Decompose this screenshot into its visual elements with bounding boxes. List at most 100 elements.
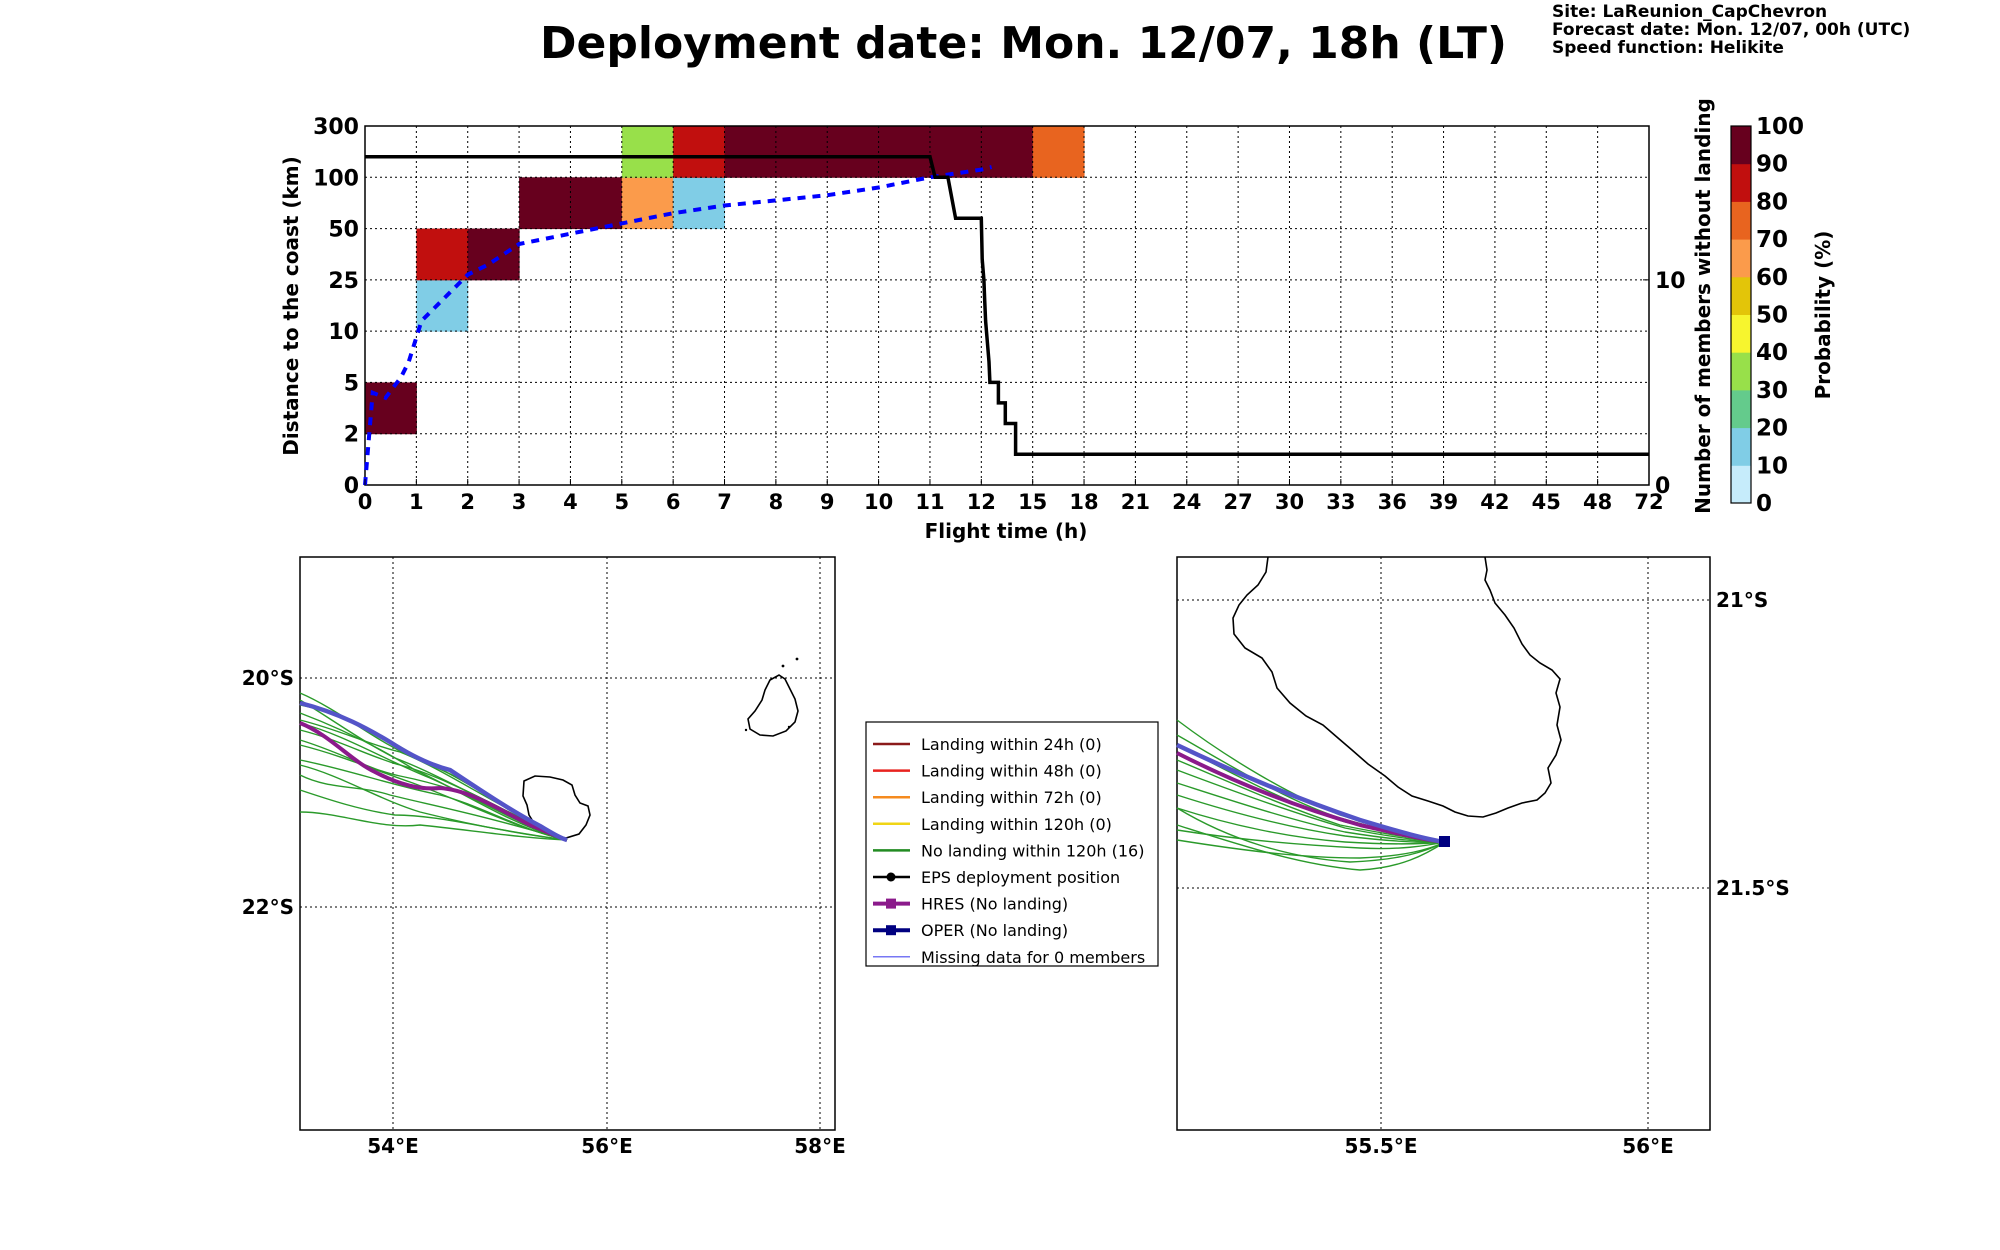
- colorbar-swatch: [1731, 201, 1751, 240]
- legend-label: Landing within 120h (0): [921, 815, 1112, 834]
- legend-label: Landing within 48h (0): [921, 762, 1102, 781]
- x-tick-label: 72: [1634, 490, 1663, 514]
- y2-tick-label: 0: [1655, 474, 1670, 499]
- heatmap-cell: [570, 177, 623, 230]
- y-tick-label: 2: [344, 423, 359, 448]
- colorbar-swatch: [1731, 163, 1751, 202]
- legend-marker: [886, 898, 896, 909]
- reunion-coast-outline: [1232, 556, 1562, 818]
- x-tick-label: 36: [1378, 490, 1407, 514]
- heatmap-cell: [673, 177, 726, 230]
- y-tick-label: 5: [344, 371, 359, 396]
- legend-label: Missing data for 0 members: [921, 948, 1145, 967]
- heatmap-cell: [1032, 126, 1085, 178]
- x-tick-label: 48: [1583, 490, 1612, 514]
- forecast-date-label: Forecast date: Mon. 12/07, 00h (UTC): [1552, 20, 1911, 40]
- probability-chart: 0 1 2 3 4 5 6 7 8 9 10 11 12 15 18 21 24 27 30 33 36 39 42 45 48…: [279, 98, 1715, 543]
- colorbar-tick-label: 70: [1756, 227, 1788, 253]
- y-tick-label: 0: [344, 474, 359, 499]
- colorbar-swatch: [1731, 352, 1751, 391]
- x-tick-label: 5: [614, 490, 629, 514]
- colorbar: 0 10 20 30 40 50 60 70 80 90 100: [1730, 114, 1804, 517]
- x-tick-label: 1: [409, 490, 424, 514]
- colorbar-swatch: [1731, 276, 1751, 315]
- x-tick-label: 27: [1224, 490, 1253, 514]
- colorbar-tick-label: 90: [1756, 152, 1788, 178]
- heatmap-cell: [775, 126, 828, 178]
- legend-item: HRES (No landing): [873, 895, 1068, 914]
- heatmap-cell: [878, 126, 931, 178]
- reunion-island-outline: [522, 775, 591, 839]
- members-without-landing-line: [365, 155, 1649, 456]
- colorbar-tick-label: 50: [1756, 303, 1788, 329]
- deployment-position-marker: [1439, 836, 1450, 847]
- x-tick-label: 15: [1018, 490, 1047, 514]
- mauritius-island-outline: [747, 674, 799, 737]
- colorbar-label: Probability (%): [1811, 231, 1835, 400]
- x-tick-label: 8: [769, 490, 784, 514]
- longitude-label: 56°E: [1622, 1134, 1674, 1158]
- colorbar-swatch: [1731, 465, 1751, 504]
- islet: [744, 728, 748, 732]
- x-axis-label: Flight time (h): [925, 519, 1088, 543]
- x-tick-label: 9: [820, 490, 835, 514]
- speed-function-label: Speed function: Helikite: [1552, 38, 1784, 58]
- legend-label: Landing within 72h (0): [921, 788, 1102, 807]
- x-tick-label: 24: [1172, 490, 1201, 514]
- right-map: 55.5°E 56°E 21°S 21.5°S: [1176, 556, 1790, 1158]
- x-tick-label: 39: [1429, 490, 1458, 514]
- longitude-label: 56°E: [581, 1134, 633, 1158]
- longitude-label: 55.5°E: [1344, 1134, 1417, 1158]
- y-axis-label: Distance to the coast (km): [279, 156, 303, 456]
- colorbar-tick-label: 0: [1756, 491, 1772, 517]
- chart-frame: [364, 125, 1650, 486]
- latitude-label: 20°S: [242, 666, 294, 690]
- islet: [787, 725, 791, 729]
- legend-item: Landing within 72h (0): [873, 788, 1102, 807]
- colorbar-swatch: [1731, 389, 1751, 429]
- heatmap-cell: [416, 279, 469, 332]
- y-tick-label: 25: [328, 269, 359, 294]
- latitude-label: 22°S: [242, 895, 294, 919]
- heatmap-cell: [981, 126, 1034, 178]
- heatmap-cell: [673, 126, 726, 178]
- heatmap-cell: [621, 126, 674, 178]
- legend-item: Missing data for 0 members: [873, 948, 1145, 967]
- heatmap-cell: [416, 228, 469, 281]
- islet: [781, 664, 785, 668]
- x-tick-label: 0: [358, 490, 373, 514]
- x-tick-label: 21: [1121, 490, 1150, 514]
- legend-label: No landing within 120h (16): [921, 841, 1144, 860]
- colorbar-tick-label: 30: [1756, 378, 1788, 404]
- latitude-label: 21°S: [1716, 588, 1768, 612]
- colorbar-tick-label: 80: [1756, 189, 1788, 215]
- x-tick-label: 2: [460, 490, 475, 514]
- legend-label: OPER (No landing): [921, 921, 1068, 940]
- colorbar-swatch: [1731, 314, 1751, 353]
- legend-box: [865, 721, 1159, 967]
- left-map: 54°E 56°E 58°E 20°S 22°S: [242, 556, 846, 1158]
- x-tick-label: 10: [864, 490, 893, 514]
- colorbar-tick-label: 20: [1756, 416, 1788, 442]
- y-tick-label: 10: [328, 320, 359, 345]
- y-tick-label: 100: [313, 166, 359, 191]
- heatmap-cell: [519, 177, 571, 230]
- x-tick-label: 42: [1480, 490, 1509, 514]
- legend-item: OPER (No landing): [873, 921, 1068, 940]
- legend-marker: [886, 925, 896, 936]
- colorbar-tick-label: 40: [1756, 340, 1788, 366]
- islet: [795, 657, 799, 661]
- chart-title: Deployment date: Mon. 12/07, 18h (LT): [540, 18, 1507, 69]
- y2-axis-label: Number of members without landing: [1691, 98, 1715, 514]
- colorbar-swatch: [1731, 126, 1751, 165]
- legend: Landing within 24h (0) Landing within 48h…: [865, 721, 1159, 967]
- median-distance-line: [363, 165, 993, 486]
- legend-label: EPS deployment position: [921, 868, 1120, 887]
- y2-tick-label: 10: [1655, 269, 1686, 294]
- x-tick-label: 3: [512, 490, 527, 514]
- x-tick-label: 11: [915, 490, 944, 514]
- site-label: Site: LaReunion_CapChevron: [1552, 2, 1828, 22]
- colorbar-tick-label: 60: [1756, 265, 1788, 291]
- longitude-label: 58°E: [794, 1134, 846, 1158]
